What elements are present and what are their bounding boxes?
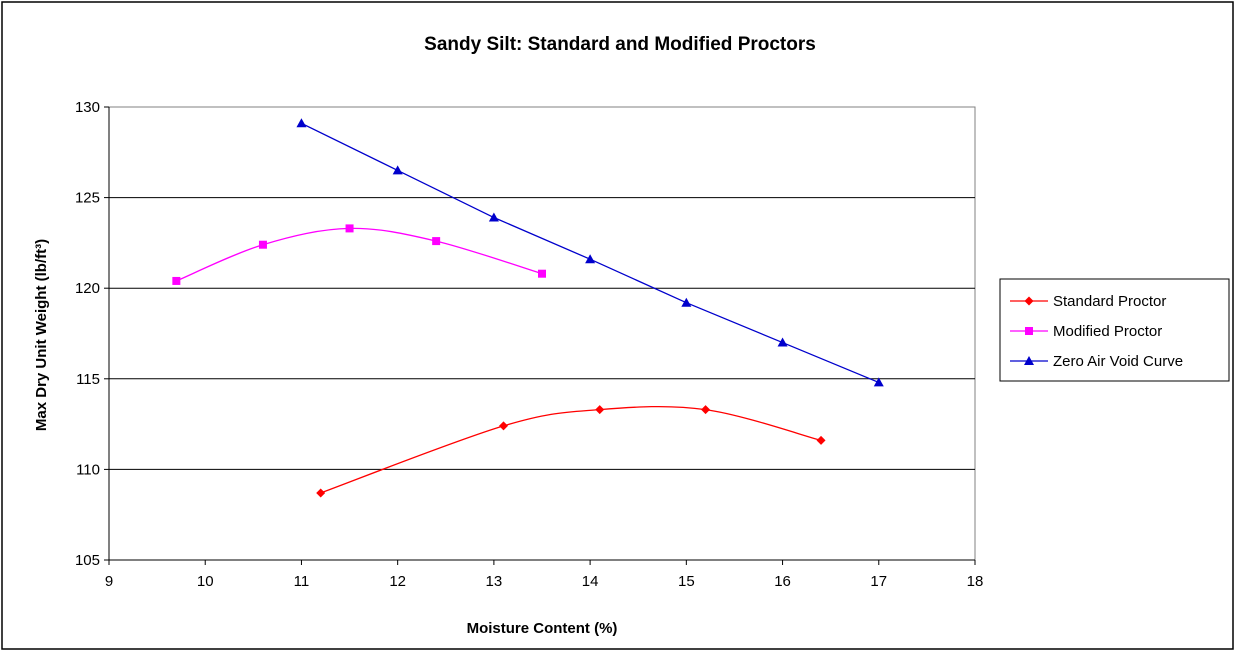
data-point-zero-air-void-curve — [488, 212, 499, 222]
legend-box — [999, 278, 1230, 382]
plot-area — [108, 106, 976, 561]
data-point-zero-air-void-curve — [777, 337, 788, 347]
x-tick-label: 15 — [678, 573, 695, 590]
series-standard-proctor — [316, 405, 826, 498]
data-point-standard-proctor — [595, 405, 605, 415]
y-tick-label: 125 — [75, 190, 100, 207]
x-tick-label: 16 — [774, 573, 791, 590]
data-point-zero-air-void-curve — [585, 254, 596, 264]
legend-marker-zero-air-void-curve — [1024, 356, 1034, 365]
y-tick-label: 130 — [75, 99, 100, 116]
grid-lines — [109, 197, 975, 470]
x-tick-label: 13 — [486, 573, 503, 590]
y-tick-label: 105 — [75, 552, 100, 569]
x-tick-label: 14 — [582, 573, 599, 590]
data-point-modified-proctor — [345, 224, 354, 233]
series-zero-air-void-curve — [296, 118, 884, 387]
x-axis-title: Moisture Content (%) — [467, 620, 618, 637]
data-point-zero-air-void-curve — [392, 165, 403, 175]
y-tick-label: 115 — [76, 371, 100, 388]
series-modified-proctor — [172, 224, 546, 285]
x-tick-label: 9 — [105, 573, 113, 590]
legend-label-modified-proctor: Modified Proctor — [1053, 323, 1162, 340]
legend-marker-modified-proctor — [1025, 327, 1033, 335]
y-tick-label: 120 — [75, 280, 100, 297]
data-point-standard-proctor — [701, 405, 711, 415]
x-tick-label: 11 — [294, 573, 310, 590]
data-point-modified-proctor — [432, 237, 441, 246]
x-tick-label: 12 — [389, 573, 406, 590]
data-point-modified-proctor — [258, 240, 267, 249]
chart-title: Sandy Silt: Standard and Modified Procto… — [424, 34, 816, 55]
data-point-zero-air-void-curve — [681, 297, 692, 307]
legend-label-standard-proctor: Standard Proctor — [1053, 293, 1166, 310]
data-point-zero-air-void-curve — [873, 377, 884, 387]
x-tick-label: 17 — [870, 573, 887, 590]
data-point-modified-proctor — [172, 276, 181, 285]
axes: 105 110 115 120 125 130 9 10 11 12 13 14 15 16 17 18 — [75, 99, 983, 590]
legend-label-zero-air-void-curve: Zero Air Void Curve — [1053, 353, 1183, 370]
y-tick-label: 110 — [76, 461, 100, 478]
data-point-standard-proctor — [816, 435, 826, 445]
legend: Standard Proctor Modified Proctor Zero Air… — [999, 278, 1230, 382]
legend-marker-standard-proctor — [1024, 296, 1034, 306]
data-point-standard-proctor — [316, 488, 326, 498]
data-point-standard-proctor — [499, 421, 509, 431]
series-layer — [172, 118, 884, 498]
data-point-zero-air-void-curve — [296, 118, 307, 128]
x-tick-label: 10 — [197, 573, 214, 590]
x-tick-label: 18 — [967, 573, 984, 590]
y-axis-title: Max Dry Unit Weight (lb/ft³) — [33, 239, 50, 431]
data-point-modified-proctor — [538, 269, 546, 278]
